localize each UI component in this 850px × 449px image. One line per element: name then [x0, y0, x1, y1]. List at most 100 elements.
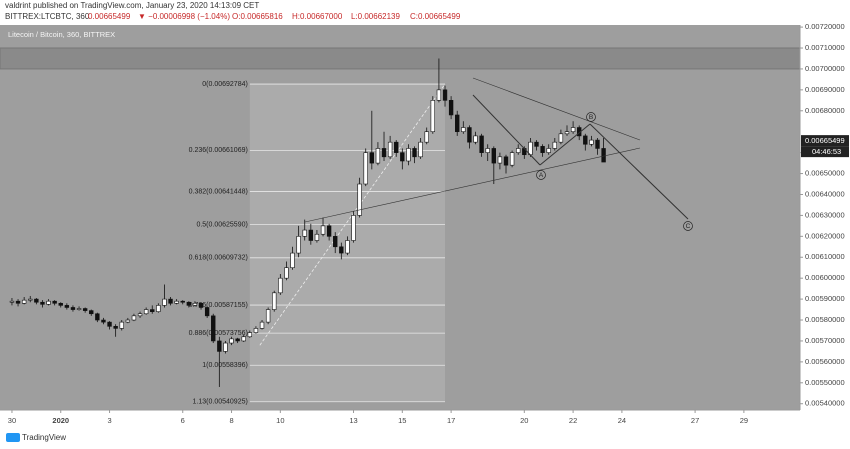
logo [6, 433, 20, 442]
y-tick-label: 0.00630000 [805, 210, 845, 219]
fib-label: 1.13(0.00540925) [193, 399, 248, 406]
candle-body [406, 148, 411, 162]
candle-body [442, 89, 448, 101]
candle-body [424, 131, 429, 143]
candle-body [369, 152, 375, 164]
candle-body [223, 342, 228, 352]
y-tick-label: 0.00580000 [805, 315, 845, 324]
candle-body [448, 100, 454, 116]
price-tag [801, 135, 849, 147]
candle-body [143, 309, 149, 315]
wave-line [472, 94, 541, 166]
chart-title: Litecoin / Bitcoin, 360, BITTREX [8, 30, 115, 39]
candle-body [198, 302, 204, 308]
triangle-lower [304, 147, 641, 223]
x-tick-label: 8 [229, 416, 233, 425]
candle-body [89, 310, 94, 315]
candle-body [235, 338, 240, 342]
x-tick-label: 17 [447, 416, 455, 425]
candle-body [162, 298, 167, 306]
wave-marker [536, 170, 546, 180]
candle-body [558, 133, 564, 143]
candle-body [211, 315, 216, 342]
candle-body [314, 233, 320, 241]
candle-body [180, 300, 185, 303]
candle-body [131, 315, 137, 321]
candle-body [320, 225, 326, 235]
candle-body [351, 215, 356, 241]
wave-marker [683, 221, 693, 231]
candle-body [418, 141, 423, 158]
candle-body [150, 309, 155, 312]
candle-body [113, 326, 118, 329]
wave-label: B [589, 114, 593, 121]
candle-body [95, 313, 100, 321]
candle-body [204, 307, 210, 317]
x-tick-label: 6 [181, 416, 185, 425]
triangle-upper [472, 77, 641, 141]
candle-body [101, 319, 106, 323]
wave-marker [586, 112, 596, 122]
candle-body [64, 305, 70, 308]
candle-body [290, 252, 295, 269]
candle-body [247, 332, 253, 338]
y-tick-label: 0.00560000 [805, 357, 845, 366]
wave-line [589, 123, 689, 220]
y-tick-label: 0.00600000 [805, 273, 845, 282]
candle-body [326, 225, 332, 237]
fib-label: 0.5(0.00625590) [196, 221, 247, 228]
last-price: 0.00665499 [88, 12, 131, 21]
x-tick-label: 10 [276, 416, 284, 425]
candle-body [345, 240, 350, 254]
candle-body [15, 300, 21, 304]
candle-body [28, 298, 33, 301]
candle-body [467, 127, 472, 143]
candle-body [381, 148, 387, 158]
candle-body [308, 229, 314, 241]
x-tick-label: 22 [569, 416, 577, 425]
x-tick-label: 29 [740, 416, 748, 425]
candle-body [333, 236, 338, 248]
candle-body [601, 148, 606, 163]
candle-body [9, 300, 15, 303]
candle-body [40, 301, 45, 305]
high: H:0.00667000 [292, 12, 343, 21]
x-tick-label: 2020 [52, 416, 69, 425]
wave-label: A [539, 172, 544, 179]
candle-body [473, 135, 478, 143]
countdown: 04:46:53 [812, 147, 841, 156]
candle-body [192, 302, 198, 306]
publisher: valdrint published on TradingView.com, J… [5, 1, 259, 10]
candle-body [82, 308, 88, 311]
candle-body [516, 148, 521, 153]
candle-body [76, 308, 82, 310]
change: ▼ −0.00006998 (−1.04%) [138, 12, 230, 21]
candle-body [339, 246, 344, 254]
candle-body [455, 114, 460, 133]
y-tick-label: 0.00650000 [805, 169, 845, 178]
candle-body [284, 267, 289, 279]
symbol: BITTREX:LTCBTC, 360 [5, 12, 90, 21]
candle-body [430, 100, 436, 133]
fib-label: 0.618(0.00609732) [189, 255, 248, 262]
x-tick-label: 24 [618, 416, 626, 425]
y-tick-label: 0.00550000 [805, 378, 845, 387]
wave-label: C [686, 223, 691, 230]
candle-body [412, 148, 417, 158]
candle-body [570, 127, 576, 133]
candle-body [265, 309, 271, 323]
candle-body [461, 127, 466, 133]
y-tick-label: 0.00590000 [805, 294, 845, 303]
candle-body [168, 298, 173, 304]
candle-body [296, 236, 301, 254]
candle-body [52, 300, 57, 304]
candle-body [46, 300, 51, 305]
candle-body [241, 336, 246, 342]
close: C:0.00665499 [410, 12, 461, 21]
candle-body [509, 152, 515, 166]
candle-body [528, 141, 533, 156]
candle-body [58, 302, 63, 306]
candle-body [375, 148, 381, 164]
